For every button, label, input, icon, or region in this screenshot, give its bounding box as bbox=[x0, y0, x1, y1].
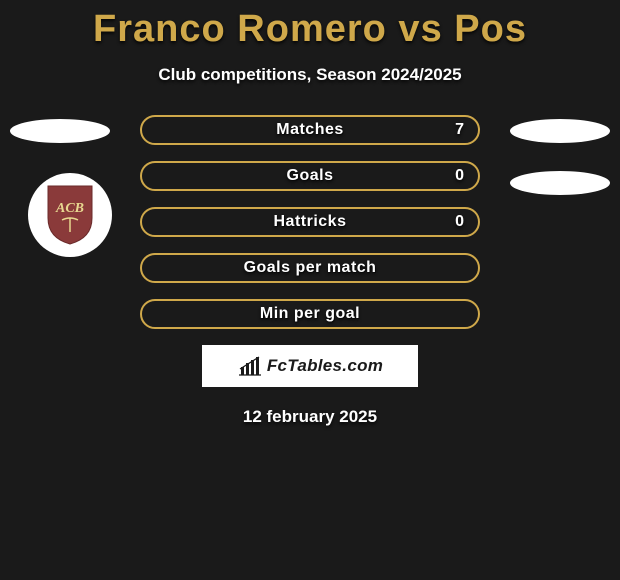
date-label: 12 february 2025 bbox=[0, 407, 620, 427]
club-badge: ACB bbox=[28, 173, 112, 257]
page-subtitle: Club competitions, Season 2024/2025 bbox=[0, 65, 620, 85]
stat-label: Goals bbox=[287, 167, 334, 185]
stat-value: 0 bbox=[455, 213, 464, 231]
stat-value: 7 bbox=[455, 121, 464, 139]
stats-table: Matches 7 Goals 0 Hattricks 0 Goals per … bbox=[140, 115, 480, 329]
stat-value: 0 bbox=[455, 167, 464, 185]
brand-text: FcTables.com bbox=[267, 356, 383, 376]
stat-label: Goals per match bbox=[244, 259, 377, 277]
player-right-placeholder-1 bbox=[510, 119, 610, 143]
page-title: Franco Romero vs Pos bbox=[0, 0, 620, 51]
club-badge-text: ACB bbox=[55, 201, 84, 216]
stat-row-goals: Goals 0 bbox=[140, 161, 480, 191]
stat-row-min-per-goal: Min per goal bbox=[140, 299, 480, 329]
shield-icon: ACB bbox=[44, 184, 96, 246]
bar-chart-icon bbox=[237, 355, 263, 377]
stat-row-matches: Matches 7 bbox=[140, 115, 480, 145]
stat-label: Matches bbox=[276, 121, 344, 139]
player-right-placeholder-2 bbox=[510, 171, 610, 195]
stat-label: Hattricks bbox=[274, 213, 347, 231]
stat-label: Min per goal bbox=[260, 305, 360, 323]
brand-box: FcTables.com bbox=[202, 345, 418, 387]
stat-row-goals-per-match: Goals per match bbox=[140, 253, 480, 283]
content-area: ACB Matches 7 Goals 0 Hattricks 0 Goals … bbox=[0, 115, 620, 427]
player-left-placeholder bbox=[10, 119, 110, 143]
stat-row-hattricks: Hattricks 0 bbox=[140, 207, 480, 237]
